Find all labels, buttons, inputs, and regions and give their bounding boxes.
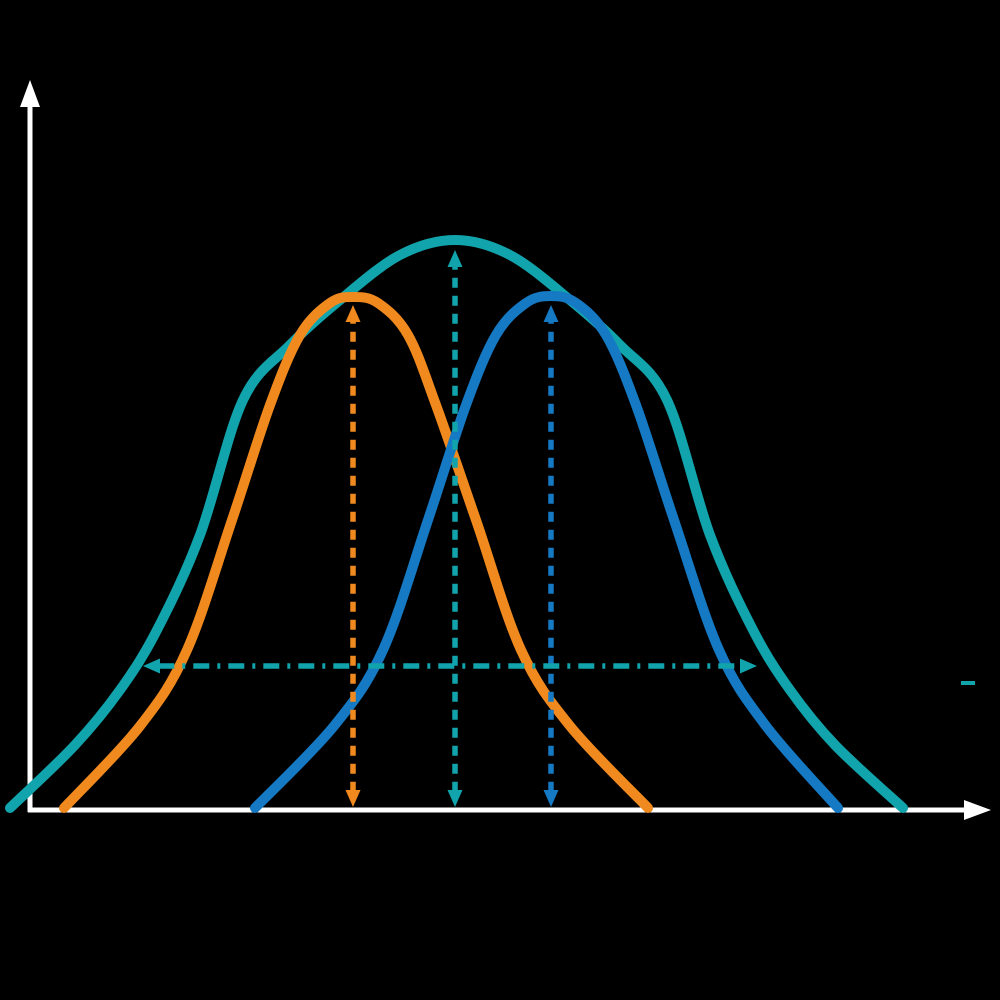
axes: [20, 80, 991, 820]
peak-height-arrow-combined-head-start: [447, 790, 463, 807]
curves: [5, 234, 908, 813]
peak-height-arrow-combined-head-end: [447, 250, 463, 267]
distribution-b-curve: [250, 290, 843, 813]
x-axis-arrowhead: [964, 800, 991, 820]
peak-height-arrow-b-head-end: [543, 305, 559, 322]
peak-height-arrow-b-head-start: [543, 790, 559, 807]
peak-height-arrow-a-head-start: [345, 790, 361, 807]
y-axis-arrowhead: [20, 80, 40, 107]
width-span-arrow-head-end: [740, 658, 757, 674]
combined-distribution-curve: [5, 234, 908, 813]
width-span-arrow-head-start: [143, 658, 160, 674]
peak-height-arrow-a-head-end: [345, 305, 361, 322]
annotations: [143, 250, 975, 807]
distribution-a-curve: [59, 291, 653, 813]
